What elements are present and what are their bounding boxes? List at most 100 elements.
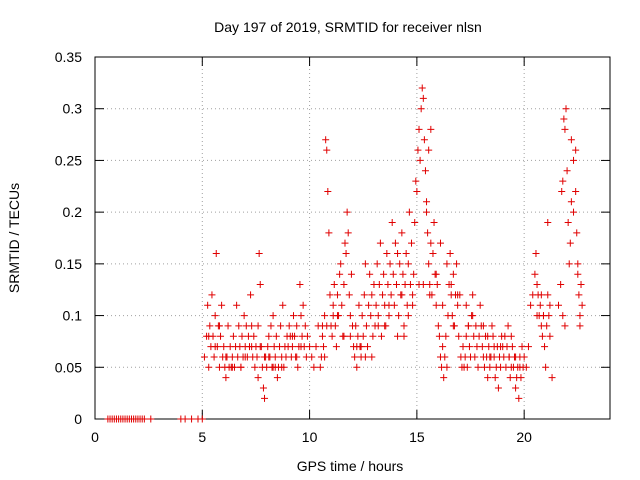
data-point [539,312,547,320]
data-point [421,167,429,175]
data-point [369,332,377,340]
data-point [567,136,575,144]
data-point [294,363,302,371]
data-point [416,156,424,164]
data-point [392,281,400,289]
data-point [269,363,277,371]
x-tick-label: 5 [198,429,206,445]
data-point [240,312,248,320]
data-point [316,363,324,371]
data-point [543,322,551,330]
data-point [506,374,514,382]
data-point [475,332,483,340]
data-point [577,281,585,289]
y-tick-label: 0.25 [55,152,82,168]
data-point [261,394,269,402]
data-point [576,322,584,330]
data-point [181,415,189,423]
data-point [380,270,388,278]
y-tick-label: 0.35 [55,49,82,65]
axis-ticks [94,56,610,420]
data-point [449,322,457,330]
data-point [573,229,581,237]
data-points [104,84,586,423]
data-point [446,250,454,258]
data-point [484,374,492,382]
data-point [420,136,428,144]
data-point [384,281,392,289]
data-point [353,343,361,351]
x-tick-labels: 0 5 10 15 20 [91,429,532,445]
data-point [427,239,435,247]
data-point [559,177,567,185]
data-point [374,312,382,320]
data-point [574,260,582,268]
data-point [140,415,148,423]
plot-frame [94,56,611,420]
data-point [361,353,369,361]
gridlines [95,57,610,419]
y-tick-label: 0 [74,411,82,427]
data-point [505,353,513,361]
data-point [515,394,523,402]
data-point [423,208,431,216]
data-point [425,260,433,268]
data-point [361,260,369,268]
data-point [497,343,505,351]
data-point [331,322,339,330]
data-point [447,281,455,289]
data-point [238,332,246,340]
data-point [336,270,344,278]
data-point [471,353,479,361]
data-point [364,343,372,351]
data-point [188,415,196,423]
data-point [277,322,285,330]
data-point [340,281,348,289]
data-point [512,353,520,361]
data-point [351,353,359,361]
data-point [375,281,383,289]
data-point [516,363,524,371]
data-point [522,363,530,371]
data-point [254,322,262,330]
data-point [248,322,256,330]
data-point [326,291,334,299]
data-point [570,156,578,164]
data-point [469,312,477,320]
data-point [546,301,554,309]
data-point [440,374,448,382]
data-point [365,301,373,309]
y-tick-label: 0.1 [63,308,83,324]
data-point [293,322,301,330]
data-point [241,353,249,361]
data-point [289,312,297,320]
data-point [235,322,243,330]
data-point [410,270,418,278]
data-point [435,332,443,340]
data-point [572,187,580,195]
data-point [464,322,472,330]
data-point [259,384,267,392]
data-point [419,94,427,102]
data-point [222,353,230,361]
data-point [285,322,293,330]
data-point [565,260,573,268]
data-point [341,239,349,247]
data-point [205,332,213,340]
data-point [486,363,494,371]
data-point [321,312,329,320]
data-point [414,146,422,154]
data-point [442,332,450,340]
data-point [559,312,567,320]
data-point [345,291,353,299]
data-point [368,291,376,299]
y-tick-label: 0.15 [55,256,82,272]
data-point [488,322,496,330]
data-point [374,322,382,330]
data-point [324,187,332,195]
y-tick-labels: 0 0.05 0.1 0.15 0.2 0.25 0.3 0.35 [55,49,82,427]
data-point [561,322,569,330]
data-point [564,218,572,226]
data-point [218,301,226,309]
data-point [368,353,376,361]
